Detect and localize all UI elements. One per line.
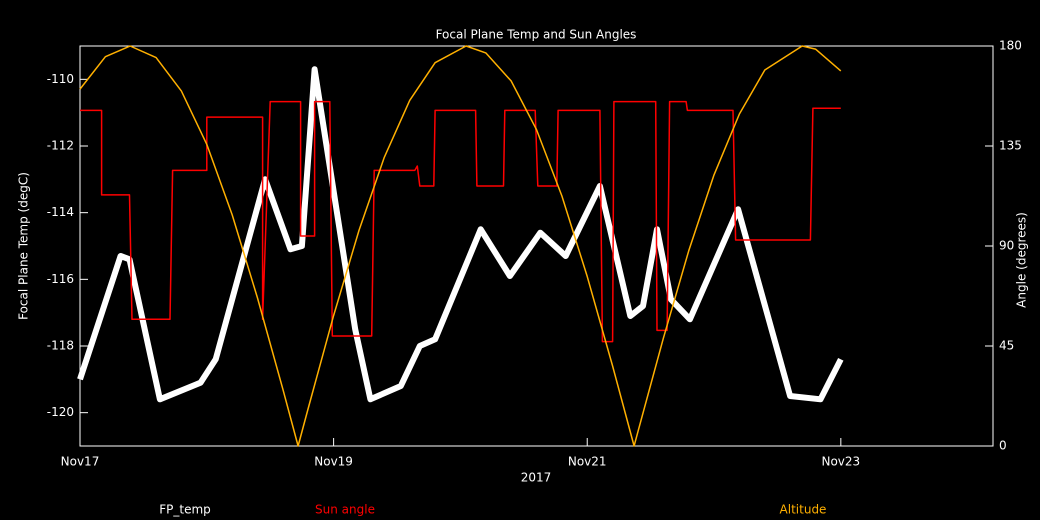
y2-tick-label: 45 — [999, 339, 1014, 353]
y-tick-label: -120 — [47, 405, 74, 419]
y-tick-label: -112 — [47, 139, 74, 153]
x-tick-label: Nov23 — [821, 455, 860, 469]
series-line — [80, 100, 841, 343]
chart-title: Focal Plane Temp and Sun Angles — [436, 28, 637, 42]
y-tick-label: -110 — [47, 72, 74, 86]
y2-tick-label: 90 — [999, 239, 1014, 253]
y-tick-label: -116 — [47, 272, 74, 286]
x-tick-label: Nov17 — [61, 455, 100, 469]
legend-label: Sun angle — [315, 503, 375, 517]
legend-label: Altitude — [780, 503, 827, 517]
x-axis-label: 2017 — [521, 471, 552, 485]
y2-tick-label: 0 — [999, 439, 1007, 453]
y-axis-label: Focal Plane Temp (degC) — [17, 172, 31, 320]
series-line — [79, 45, 842, 447]
x-tick-label: Nov21 — [568, 455, 607, 469]
y2-tick-label: 135 — [999, 139, 1022, 153]
x-tick-label: Nov19 — [314, 455, 353, 469]
y-tick-label: -114 — [47, 205, 74, 219]
y-tick-label: -118 — [47, 339, 74, 353]
y2-axis-label: Angle (degrees) — [1015, 212, 1029, 308]
legend-label: FP_temp — [159, 503, 211, 517]
y2-tick-label: 180 — [999, 39, 1022, 53]
